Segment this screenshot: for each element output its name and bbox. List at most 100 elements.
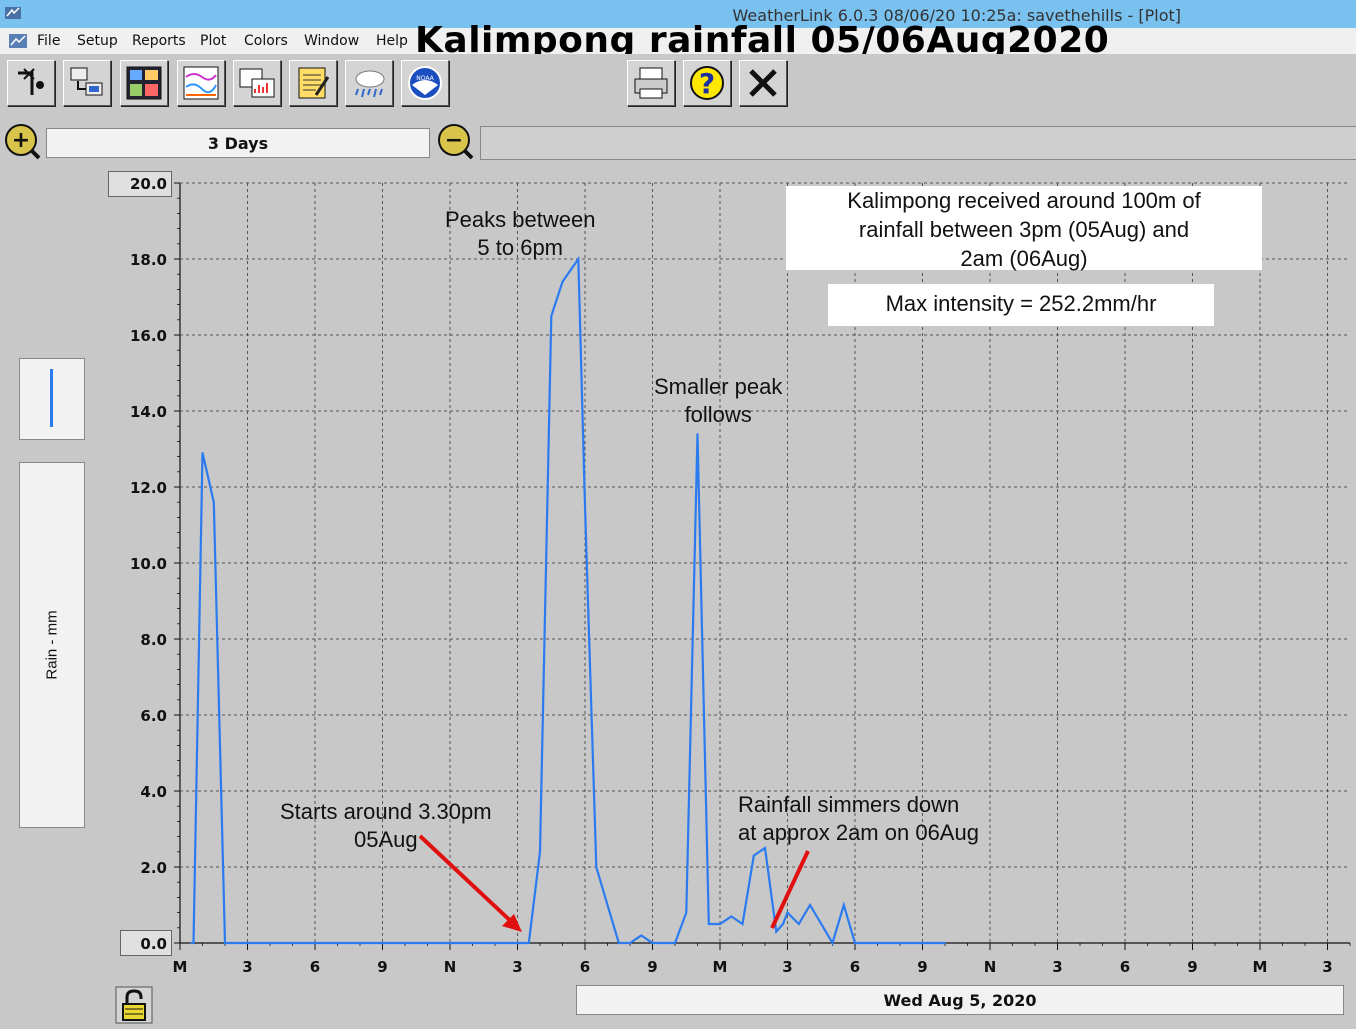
annotation-smaller-peak-line2: follows [684, 402, 752, 427]
menu-colors[interactable]: Colors [244, 33, 288, 49]
noaa-icon: NOAA [408, 66, 442, 100]
data-point [595, 866, 598, 868]
menu-setup[interactable]: Setup [77, 33, 118, 49]
y-axis-label-button[interactable] [19, 462, 85, 828]
window-title: WeatherLink 6.0.3 08/06/20 10:25a: savet… [732, 6, 1181, 25]
noaa-icon-label: NOAA [416, 75, 434, 82]
help-icon: ? [690, 66, 724, 100]
menu-file[interactable]: File [37, 33, 61, 49]
bulletin-icon [126, 66, 162, 100]
data-point [730, 915, 733, 918]
series-points [190, 258, 946, 944]
data-point [719, 923, 721, 925]
menu-help[interactable]: Help [376, 33, 408, 49]
annotation-smaller-peak-line1: Smaller peak [654, 374, 783, 399]
data-point [651, 942, 654, 944]
data-point [527, 942, 530, 944]
note-total-line2: rainfall between 3pm (05Aug) and [858, 217, 1190, 242]
data-point [876, 942, 879, 944]
info-field [480, 126, 1356, 160]
x-tick-label: 3 [782, 958, 792, 976]
weather-cloud-icon [355, 70, 385, 98]
weather-button[interactable] [345, 60, 393, 106]
data-point [899, 942, 901, 944]
data-point [887, 942, 890, 944]
data-point [921, 942, 924, 944]
data-point [617, 942, 620, 944]
plot-button[interactable] [177, 60, 225, 106]
x-tick-label: 9 [917, 958, 927, 976]
data-point [584, 505, 586, 507]
notepad-button[interactable] [289, 60, 337, 106]
toolbar [0, 54, 1356, 112]
print-button[interactable] [627, 60, 675, 106]
annotation-peaks: Peaks between 5 to 6pm [445, 206, 595, 262]
data-point [201, 452, 204, 454]
arrow-start-head [502, 914, 522, 932]
zoom-out-button[interactable]: − [436, 122, 474, 160]
bulletin-button[interactable] [120, 60, 168, 106]
data-point [577, 258, 580, 260]
annotation-peaks-line2: 5 to 6pm [477, 235, 564, 260]
x-tick-label: 9 [377, 958, 387, 976]
y-max-field[interactable] [108, 171, 172, 197]
help-icon-label: ? [699, 67, 715, 100]
menu-window[interactable]: Window [304, 33, 360, 49]
zoom-in-button[interactable]: + [3, 122, 41, 160]
note-max-intensity-text: Max intensity = 252.2mm/hr [885, 291, 1157, 316]
x-tick-label: M [173, 958, 188, 976]
x-tick-label: M [1253, 958, 1268, 976]
noaa-button[interactable]: NOAA [401, 60, 449, 106]
annotation-arrows [418, 834, 810, 932]
data-point [696, 433, 699, 435]
lock-button[interactable] [115, 986, 153, 1024]
app-menu-icon[interactable] [8, 32, 28, 50]
y-tick-label: 0.0 [140, 935, 167, 953]
y-tick-label: 10.0 [130, 555, 167, 573]
x-tick-label: M [713, 958, 728, 976]
download-button[interactable] [63, 60, 111, 106]
data-point [606, 904, 609, 906]
date-label-bar[interactable]: Wed Aug 5, 2020 [576, 985, 1344, 1015]
data-point [685, 911, 688, 914]
data-point [782, 923, 784, 925]
y-tick-label: 4.0 [140, 783, 167, 801]
note-total-rainfall: Kalimpong received around 100m of rainfa… [786, 186, 1262, 271]
menu-reports[interactable]: Reports [132, 33, 186, 49]
close-button[interactable] [739, 60, 787, 106]
data-point [764, 847, 766, 849]
annotation-simmers-line2: at approx 2am on 06Aug [738, 820, 979, 845]
menu-plot[interactable]: Plot [200, 33, 227, 49]
data-point [212, 501, 215, 504]
y-tick-label: 14.0 [130, 403, 167, 421]
annotation-simmers-line1: Rainfall simmers down [738, 792, 960, 817]
x-tick-label: 3 [512, 958, 522, 976]
data-point [775, 930, 778, 933]
station-icon [18, 68, 44, 95]
x-tick-label: N [984, 958, 997, 976]
data-point [539, 851, 541, 853]
arrow-simmer [770, 850, 810, 929]
y-min-field[interactable] [120, 930, 172, 956]
browse-button[interactable] [233, 60, 281, 106]
data-point [629, 942, 631, 944]
annotation-starts-line2: 05Aug [353, 827, 418, 852]
annotation-simmers: Rainfall simmers down at approx 2am on 0… [738, 791, 979, 847]
menu-bar: File Setup Reports Plot Colors Window He… [0, 28, 1356, 54]
y-tick-label: 8.0 [140, 631, 167, 649]
y-tick-label: 16.0 [130, 327, 167, 345]
zoom-in-icon: + [12, 128, 30, 153]
y-tick-label: 20.0 [130, 175, 167, 193]
series-legend-button[interactable] [19, 358, 85, 440]
data-point [865, 942, 868, 944]
help-button[interactable]: ? [683, 60, 731, 106]
time-span-field[interactable]: 3 Days [46, 128, 430, 158]
x-tick-label: N [444, 958, 457, 976]
data-point [192, 942, 195, 944]
app-icon [5, 7, 21, 19]
x-tick-label: 3 [1322, 958, 1332, 976]
station-button[interactable] [7, 60, 55, 106]
annotation-smaller-peak: Smaller peak follows [654, 373, 782, 429]
data-point [944, 942, 946, 944]
